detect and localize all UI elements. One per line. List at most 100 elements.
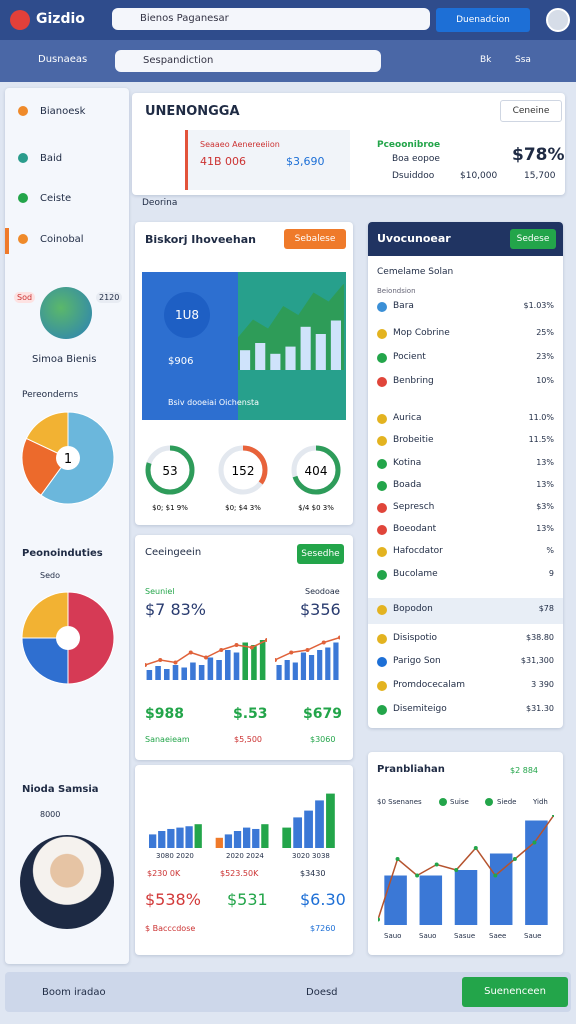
- header-title: UNENONGGA: [145, 104, 240, 119]
- nav-item[interactable]: Bianoesk: [40, 106, 86, 117]
- list-name: Hafocdator: [393, 546, 443, 556]
- profile-photo: [20, 835, 114, 929]
- chart-title: Pranbliahan: [377, 764, 445, 775]
- logo: Gizdio: [36, 11, 85, 27]
- header-row: Dsuiddoo: [392, 171, 435, 181]
- hero-caption: Bsiv dooeiai Oichensta: [168, 398, 260, 407]
- compare-stat: $.53: [233, 706, 268, 722]
- bar: [255, 343, 266, 370]
- pie-slice: [21, 637, 69, 685]
- bottom-button[interactable]: Suenenceen: [462, 977, 568, 1007]
- list-value: 25%: [536, 328, 554, 337]
- legend-item: Siede: [497, 798, 517, 806]
- bar: [181, 667, 188, 680]
- profile-name: Nioda Samsia: [22, 784, 99, 795]
- list-dot: [377, 302, 387, 312]
- hero-badge: 1U8: [164, 292, 210, 338]
- list-name: Aurica: [393, 413, 422, 423]
- x-tick-label: Saue: [524, 932, 542, 940]
- line-point: [145, 663, 147, 667]
- list-name: Sepresch: [393, 502, 435, 512]
- nav-item[interactable]: Ceiste: [40, 193, 72, 204]
- bottom-stat: $6.30: [300, 890, 346, 909]
- sub-item[interactable]: Ssa: [515, 55, 531, 65]
- bar: [270, 353, 281, 370]
- pie-chart: [21, 591, 115, 685]
- header-button[interactable]: Ceneine: [500, 100, 562, 122]
- gauge-value: 53: [162, 464, 177, 478]
- line-point: [532, 840, 537, 845]
- list-name: Benbring: [393, 376, 434, 386]
- card-title: Biskorj Ihoveehan: [145, 233, 256, 246]
- gauge-arc: [145, 445, 195, 495]
- line: [145, 639, 267, 666]
- bar: [304, 810, 313, 848]
- x-tick-label: Sauo: [419, 932, 437, 940]
- globe-caption: Simoa Bienis: [32, 354, 97, 365]
- list-dot: [377, 705, 387, 715]
- line-point: [305, 648, 310, 652]
- list-name: Pocient: [393, 352, 426, 362]
- bar: [194, 824, 202, 848]
- bar: [325, 647, 331, 680]
- bottom-stat: $538%: [145, 890, 201, 909]
- bottom-select[interactable]: Boom iradao: [42, 987, 106, 998]
- header-label: Seaaeo Aenereeiion: [200, 140, 280, 149]
- sub-search[interactable]: Sespandiction: [115, 50, 381, 72]
- line-point: [378, 917, 380, 922]
- gauge-caption: $/4 $0 3%: [298, 504, 334, 512]
- line-point: [158, 658, 163, 662]
- line-point: [219, 648, 224, 652]
- list-value: 13%: [536, 458, 554, 467]
- avatar[interactable]: [546, 8, 570, 32]
- card-button[interactable]: Sesedhe: [297, 544, 344, 564]
- list-button[interactable]: Sedese: [510, 229, 556, 249]
- nav-item[interactable]: Coinobal: [40, 234, 84, 245]
- list-name: Kotina: [393, 458, 422, 468]
- bar: [146, 670, 153, 680]
- list-name: Mop Cobrine: [393, 328, 450, 338]
- bar: [276, 665, 282, 680]
- x-tick-label: Sauo: [384, 932, 402, 940]
- pie-hole: [56, 626, 80, 650]
- search[interactable]: Bienos Paganesar: [112, 8, 430, 30]
- bar: [308, 655, 315, 680]
- line-point: [321, 640, 326, 645]
- bar: [176, 827, 184, 848]
- line-point: [173, 660, 178, 665]
- line: [238, 284, 344, 339]
- sub-title: Dusnaeas: [38, 54, 88, 65]
- bar: [285, 346, 296, 370]
- card-button[interactable]: Sebalese: [284, 229, 346, 249]
- header-label: Pceoonibroe: [377, 140, 441, 150]
- nav-icon: [18, 193, 28, 203]
- bar: [259, 640, 266, 680]
- pie-title: Peonoinduties: [22, 548, 103, 559]
- bar: [317, 650, 323, 680]
- globe: [40, 287, 92, 339]
- bottom-stat: $531: [227, 890, 268, 909]
- pie-chart: 1: [21, 411, 115, 505]
- list-dot: [377, 459, 387, 469]
- bar: [233, 831, 242, 848]
- top-button[interactable]: Duenadcion: [436, 8, 530, 32]
- bar: [282, 827, 292, 848]
- list-value: 10%: [536, 376, 554, 385]
- list-name: Disemiteigo: [393, 704, 447, 714]
- gauge-arc: [218, 445, 268, 495]
- bottom-label: Doesd: [306, 987, 338, 998]
- list-highlight: [368, 598, 563, 624]
- x-tick-label: Saee: [489, 932, 507, 940]
- sub-item[interactable]: Bk: [480, 55, 492, 65]
- header-amount: $3,690: [286, 155, 325, 168]
- list-card: [368, 222, 563, 728]
- nav-icon: [18, 234, 28, 244]
- pie-slice: [21, 591, 69, 639]
- line-point: [265, 638, 267, 642]
- bar: [252, 828, 260, 848]
- list-value: %: [546, 546, 554, 555]
- compare-value: $7 83%: [145, 600, 207, 619]
- gauges: 53 $0; $1 9% 152 $0; $4 3% 404 $/4 $0 3%: [145, 445, 341, 512]
- nav-item[interactable]: Baid: [40, 153, 63, 164]
- hero-stat: $906: [168, 356, 194, 367]
